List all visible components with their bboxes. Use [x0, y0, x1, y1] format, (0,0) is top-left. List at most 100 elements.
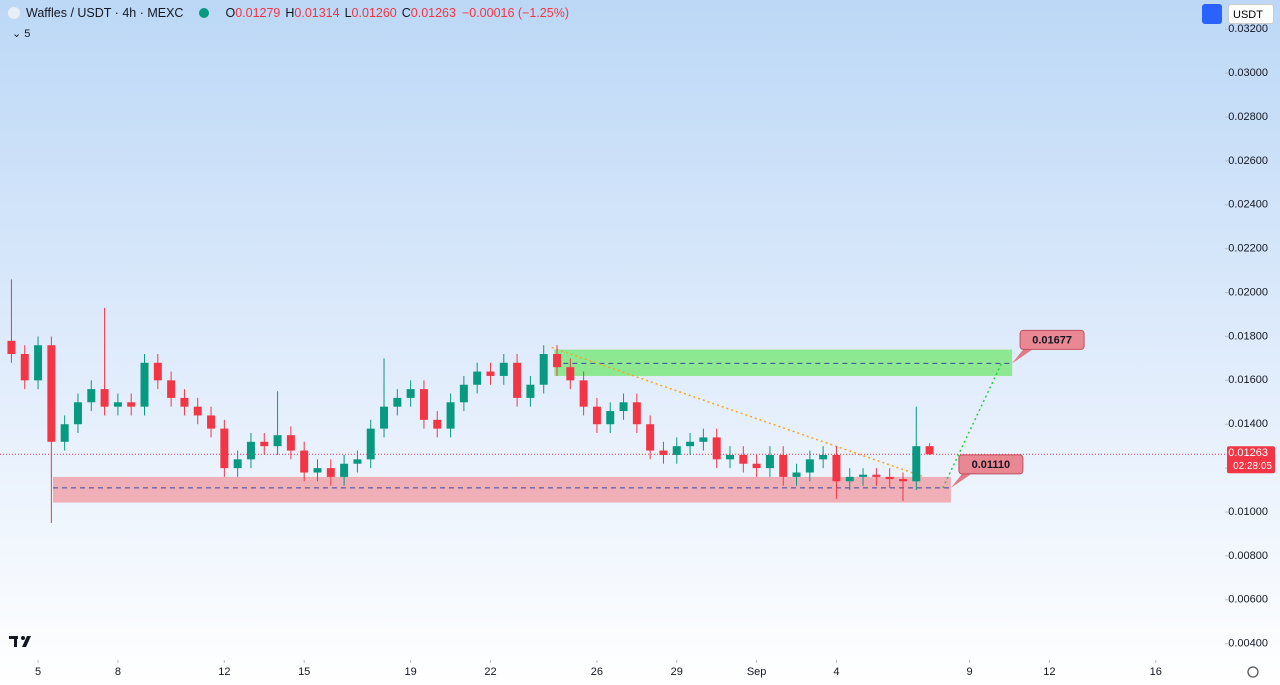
countdown: 02:28:05	[1233, 461, 1272, 472]
candle-body	[646, 424, 655, 451]
ohlc-item: L0.01260	[345, 6, 397, 20]
candle-body	[393, 397, 402, 407]
candle-body	[765, 454, 774, 469]
zone	[52, 476, 951, 503]
status-dot	[199, 8, 210, 18]
trend-line	[551, 346, 925, 478]
candle-body	[792, 472, 801, 477]
indicators-toggle[interactable]: ⌄ 5	[12, 28, 31, 40]
y-tick-label: 0.02800	[1228, 111, 1268, 123]
candle-body	[553, 353, 562, 368]
ohlc-key: C	[401, 6, 411, 20]
candle-body	[353, 459, 362, 464]
candle-body	[433, 419, 442, 429]
callout-box	[1019, 329, 1085, 350]
x-tick-label: 26	[591, 666, 603, 678]
candle-body	[100, 389, 109, 407]
x-tick-label: Sep	[747, 666, 767, 678]
x-tick-label: 19	[405, 666, 417, 678]
currency-select[interactable]: USDT	[1228, 4, 1274, 24]
candle-body	[739, 454, 748, 464]
y-tick-label: 0.00400	[1228, 638, 1268, 650]
candle-body	[885, 476, 894, 480]
candle-body	[313, 468, 322, 473]
candle-body	[779, 454, 788, 477]
indicator-count: 5	[24, 28, 31, 40]
settings-icon[interactable]	[1247, 666, 1259, 678]
ohlc-value: 0.01263	[410, 6, 456, 20]
candle-body	[632, 402, 641, 425]
candle-body	[153, 362, 162, 381]
candle-body	[34, 345, 43, 381]
x-tick-label: 4	[833, 666, 839, 678]
ohlc-item: C0.01263	[402, 6, 456, 20]
candle-body	[73, 402, 82, 425]
y-tick-label: 0.02200	[1228, 243, 1268, 255]
candle-body	[659, 450, 668, 455]
candle-body	[60, 424, 69, 442]
candle-body	[340, 463, 349, 477]
candle-body	[726, 454, 734, 460]
y-tick-label: 0.03000	[1228, 67, 1268, 79]
symbol-icon	[8, 7, 20, 19]
legend: Waffles / USDT · 4h · MEXC O0.01279 H0.01…	[8, 6, 569, 20]
last-price-tag	[1227, 446, 1275, 474]
candle-body	[832, 454, 841, 482]
candle-body	[446, 402, 455, 429]
candle-body	[406, 389, 415, 398]
candle-body	[805, 459, 814, 473]
candle-body	[686, 441, 695, 447]
y-tick-label: 0.01600	[1228, 374, 1268, 386]
candle-body	[246, 441, 255, 460]
y-tick-label: 0.02400	[1228, 199, 1268, 211]
candle-body	[167, 380, 176, 398]
symbol[interactable]: Waffles / USDT · 4h · MEXC	[26, 6, 184, 20]
candle-body	[220, 428, 229, 469]
candle-body	[912, 446, 921, 482]
ohlc-value: 0.01279	[235, 6, 281, 20]
candle-body	[513, 362, 522, 398]
sync-button[interactable]	[1202, 4, 1222, 24]
x-tick-label: 29	[671, 666, 683, 678]
y-tick-label: 0.02600	[1228, 155, 1268, 167]
candle-body	[127, 402, 136, 407]
candle-body	[579, 380, 588, 407]
candle-body	[845, 476, 854, 482]
ohlc: O0.01279 H0.01314 L0.01260 C0.01263	[225, 6, 456, 20]
candle-body	[273, 435, 282, 447]
ohlc-key: O	[225, 6, 236, 20]
candle-body	[233, 459, 242, 469]
ohlc-item: H0.01314	[285, 6, 339, 20]
x-tick-label: 8	[115, 666, 121, 678]
candle-body	[87, 389, 96, 403]
candle-body	[419, 389, 428, 420]
callout-label: 0.01110	[972, 459, 1011, 471]
candle-body	[712, 437, 721, 460]
candle-body	[819, 454, 828, 460]
tv-logo	[9, 636, 31, 647]
x-tick-label: 15	[298, 666, 310, 678]
candle-body	[672, 446, 681, 455]
candle-body	[380, 406, 389, 429]
ohlc-key: L	[344, 6, 352, 20]
candle-body	[300, 450, 309, 473]
candle-body	[752, 463, 761, 469]
candle-body	[925, 446, 934, 455]
candle-body	[566, 367, 575, 381]
candle-body	[180, 397, 189, 407]
candle-body	[47, 345, 56, 442]
candle-body	[7, 340, 16, 354]
candle-body	[207, 415, 216, 429]
y-tick-label: 0.00600	[1228, 594, 1268, 606]
candle-body	[113, 402, 122, 407]
y-tick-label: 0.00800	[1228, 550, 1268, 562]
candle-body	[619, 402, 628, 412]
ohlc-value: 0.01314	[294, 6, 340, 20]
candle-body	[592, 406, 601, 425]
candle-body	[872, 474, 881, 477]
y-tick-label: 0.02000	[1228, 286, 1268, 298]
x-tick-label: 5	[35, 666, 41, 678]
candle-body	[473, 371, 482, 385]
